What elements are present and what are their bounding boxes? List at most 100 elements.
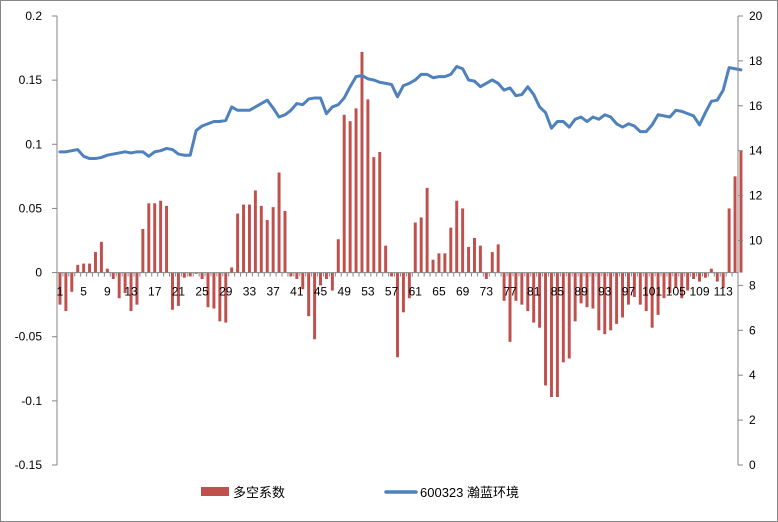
bar — [147, 203, 151, 273]
legend-label-bar-series: 多空系数 — [233, 485, 285, 500]
right-tick-label: 14 — [749, 144, 763, 158]
x-tick-label: 5 — [80, 285, 87, 299]
line-path — [58, 65, 743, 161]
bar — [644, 272, 648, 312]
bar — [153, 203, 157, 273]
x-tick-label: 77 — [503, 285, 517, 299]
x-tick-label: 1 — [57, 285, 64, 299]
bar — [277, 172, 281, 273]
right-tick-label: 18 — [749, 54, 763, 68]
bar — [455, 200, 459, 273]
bar — [703, 272, 707, 278]
bar — [271, 207, 275, 273]
bar — [603, 272, 607, 335]
right-tick-label: 6 — [749, 323, 756, 337]
x-tick-label: 85 — [551, 285, 565, 299]
bar — [159, 200, 163, 273]
x-tick-label: 105 — [666, 285, 686, 299]
bar — [307, 272, 311, 317]
bar — [165, 205, 169, 273]
x-tick-label: 109 — [689, 285, 709, 299]
bar — [230, 267, 234, 273]
bar — [419, 217, 423, 273]
bar — [111, 272, 115, 279]
bar — [674, 272, 678, 288]
bar — [425, 187, 429, 273]
bar — [354, 108, 358, 273]
bar — [313, 272, 317, 340]
bar — [396, 272, 399, 358]
bar — [544, 272, 548, 386]
bar — [597, 272, 601, 331]
bar — [76, 264, 80, 273]
right-tick-label: 20 — [749, 9, 763, 23]
x-tick-label: 97 — [622, 285, 636, 299]
legend-label-line-series: 600323 瀚蓝环境 — [420, 485, 519, 500]
x-tick-label: 29 — [219, 285, 233, 299]
bar — [615, 272, 619, 324]
bar — [514, 272, 518, 301]
bar — [301, 272, 305, 290]
right-tick-label: 16 — [749, 99, 763, 113]
right-tick-label: 8 — [749, 278, 756, 292]
bar — [490, 252, 494, 273]
bar — [401, 272, 405, 313]
x-tick-label: 57 — [385, 285, 399, 299]
bar — [384, 245, 388, 273]
bar — [680, 272, 684, 299]
line-series — [58, 65, 743, 161]
bar — [585, 272, 589, 308]
bar — [573, 272, 577, 322]
bar — [378, 151, 382, 273]
x-tick-label: 65 — [432, 285, 446, 299]
legend-swatch-bar-series — [201, 487, 229, 496]
bar — [739, 150, 743, 273]
left-tick-label: 0.2 — [25, 9, 42, 23]
bar — [170, 272, 174, 310]
bar — [721, 272, 725, 288]
bar — [265, 219, 269, 273]
bar — [206, 272, 210, 308]
bar — [526, 272, 530, 312]
bar — [692, 272, 696, 279]
bar — [372, 157, 376, 273]
bar — [621, 272, 625, 318]
bar — [289, 272, 293, 277]
bar — [591, 272, 595, 309]
x-tick-label: 93 — [598, 285, 612, 299]
x-tick-label: 69 — [456, 285, 470, 299]
x-tick-label: 13 — [124, 285, 138, 299]
bar — [236, 213, 240, 273]
bar — [467, 246, 471, 273]
bar — [473, 237, 476, 273]
x-tick-label: 41 — [290, 285, 304, 299]
left-tick-label: 0 — [35, 266, 42, 280]
left-tick-label: -0.15 — [15, 458, 43, 472]
bar — [555, 272, 559, 398]
bar — [129, 272, 133, 312]
left-tick-label: -0.05 — [15, 330, 43, 344]
right-tick-label: 0 — [749, 458, 756, 472]
bar — [99, 241, 103, 273]
bar — [188, 272, 192, 277]
bar — [123, 272, 127, 294]
bar — [94, 252, 97, 273]
left-tick-label: 0.15 — [19, 73, 43, 87]
bar — [141, 228, 145, 273]
right-tick-label: 10 — [749, 234, 763, 248]
bar — [437, 253, 441, 273]
x-tick-label: 101 — [642, 285, 662, 299]
bar — [64, 272, 68, 312]
bar — [330, 272, 334, 291]
bar — [117, 272, 121, 299]
bar — [390, 272, 394, 277]
x-tick-label: 9 — [104, 285, 111, 299]
bar — [520, 272, 524, 305]
x-tick-label: 73 — [480, 285, 494, 299]
bar — [567, 272, 571, 359]
bar — [342, 114, 346, 273]
bar — [242, 204, 246, 273]
bar — [348, 121, 352, 273]
bar — [82, 263, 86, 273]
bar — [715, 272, 719, 282]
